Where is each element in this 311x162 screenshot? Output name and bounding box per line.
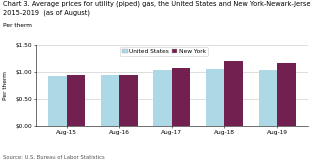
Bar [277, 63, 295, 126]
Text: Per therm: Per therm [3, 71, 8, 100]
Text: Source: U.S. Bureau of Labor Statistics: Source: U.S. Bureau of Labor Statistics [3, 155, 105, 160]
Bar [101, 75, 119, 126]
Bar [119, 75, 137, 126]
Text: 2015-2019  (as of August): 2015-2019 (as of August) [3, 10, 90, 16]
Bar [225, 61, 243, 126]
Bar [153, 70, 172, 126]
Bar [48, 76, 67, 126]
Legend: United States, New York: United States, New York [120, 47, 208, 56]
Bar [206, 69, 225, 126]
Text: Per therm: Per therm [3, 23, 32, 28]
Text: Chart 3. Average prices for utility (piped) gas, the United States and New York-: Chart 3. Average prices for utility (pip… [3, 1, 311, 7]
Bar [67, 75, 85, 126]
Bar [172, 68, 190, 126]
Bar [259, 70, 277, 126]
